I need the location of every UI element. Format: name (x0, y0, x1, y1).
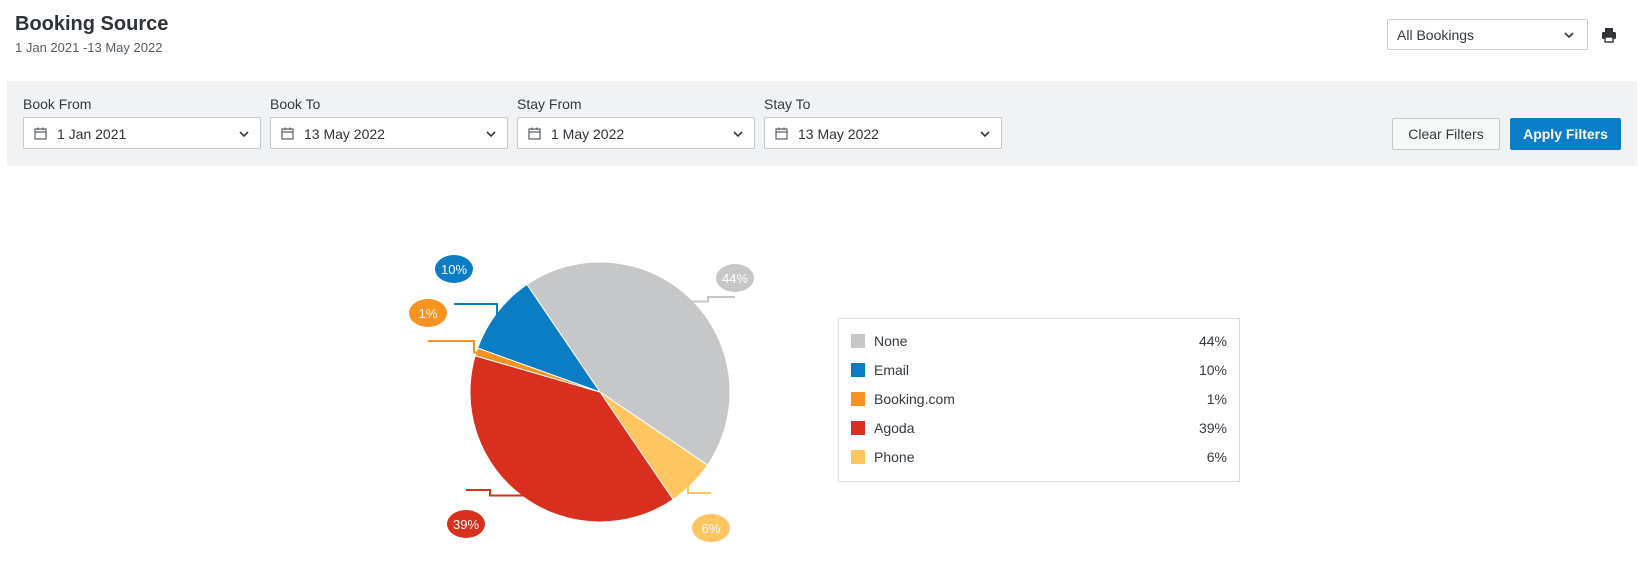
data-label-connector (428, 340, 479, 354)
legend-item: Agoda 39% (851, 418, 1227, 438)
data-label: 1% (419, 306, 438, 321)
book-to-label: Book To (270, 96, 321, 112)
date-range-subtitle: 1 Jan 2021 -13 May 2022 (15, 40, 163, 55)
legend-label: Agoda (874, 420, 915, 436)
data-label-connector (687, 481, 711, 494)
legend-swatch (851, 450, 865, 464)
stay-from-field[interactable]: 1 May 2022 (517, 117, 755, 149)
data-label-connector (690, 296, 735, 303)
calendar-icon (775, 127, 788, 140)
chevron-down-icon (1564, 32, 1574, 39)
legend-value: 10% (1198, 362, 1227, 378)
stay-to-value: 13 May 2022 (798, 126, 879, 142)
calendar-icon (528, 127, 541, 140)
stay-to-filter: Stay To 13 May 2022 (764, 96, 1002, 149)
legend-item: Phone 6% (851, 447, 1227, 467)
data-label-bubble (409, 299, 447, 327)
book-from-value: 1 Jan 2021 (57, 126, 127, 142)
book-to-value: 13 May 2022 (304, 126, 385, 142)
legend-swatch (851, 421, 865, 435)
pie-slice-agoda[interactable] (469, 355, 674, 523)
chevron-down-icon (486, 131, 496, 138)
legend-swatch (851, 392, 865, 406)
legend-item: None 44% (851, 331, 1227, 351)
data-label-connector (466, 489, 525, 497)
stay-to-field[interactable]: 13 May 2022 (764, 117, 1002, 149)
page-title: Booking Source (15, 13, 169, 35)
calendar-icon (34, 127, 47, 140)
legend-label: Email (874, 362, 910, 378)
data-label-connector (454, 303, 499, 315)
bookings-view-value: All Bookings (1397, 27, 1475, 43)
clear-filters-button[interactable]: Clear Filters (1392, 118, 1500, 150)
legend-label: None (874, 333, 908, 349)
chevron-down-icon (239, 131, 249, 138)
bookings-view-select[interactable]: All Bookings (1387, 19, 1588, 50)
pie-slice-none[interactable] (526, 261, 731, 466)
data-label-bubble (692, 514, 730, 542)
data-label: 39% (453, 517, 479, 532)
legend-value: 44% (1198, 333, 1227, 349)
legend-item: Booking.com 1% (851, 389, 1227, 409)
legend-swatch (851, 334, 865, 348)
legend-value: 6% (1206, 449, 1227, 465)
calendar-icon (281, 127, 294, 140)
book-to-filter: Book To 13 May 2022 (270, 96, 508, 149)
data-label: 6% (702, 521, 721, 536)
stay-from-value: 1 May 2022 (551, 126, 625, 142)
apply-filters-button[interactable]: Apply Filters (1510, 118, 1621, 150)
legend-label: Booking.com (874, 391, 955, 407)
legend-label: Phone (874, 449, 915, 465)
chart-legend: None 44% Email 10% Booking.com 1% Agoda … (838, 318, 1240, 482)
legend-item: Email 10% (851, 360, 1227, 380)
data-label-bubble (435, 255, 473, 283)
book-from-label: Book From (23, 96, 92, 112)
printer-icon[interactable] (1600, 26, 1618, 44)
data-label-bubble (447, 510, 485, 538)
legend-swatch (851, 363, 865, 377)
chevron-down-icon (733, 131, 743, 138)
chevron-down-icon (980, 131, 990, 138)
legend-value: 39% (1198, 420, 1227, 436)
data-label-bubble (716, 264, 754, 292)
stay-to-label: Stay To (764, 96, 811, 112)
book-to-field[interactable]: 13 May 2022 (270, 117, 508, 149)
data-label: 44% (722, 271, 748, 286)
book-from-filter: Book From 1 Jan 2021 (23, 96, 261, 149)
legend-value: 1% (1206, 391, 1227, 407)
data-label: 10% (441, 262, 467, 277)
book-from-field[interactable]: 1 Jan 2021 (23, 117, 261, 149)
filter-bar: Book From 1 Jan 2021 Book To 13 May 2022… (7, 81, 1637, 166)
stay-from-filter: Stay From 1 May 2022 (517, 96, 755, 149)
stay-from-label: Stay From (517, 96, 582, 112)
